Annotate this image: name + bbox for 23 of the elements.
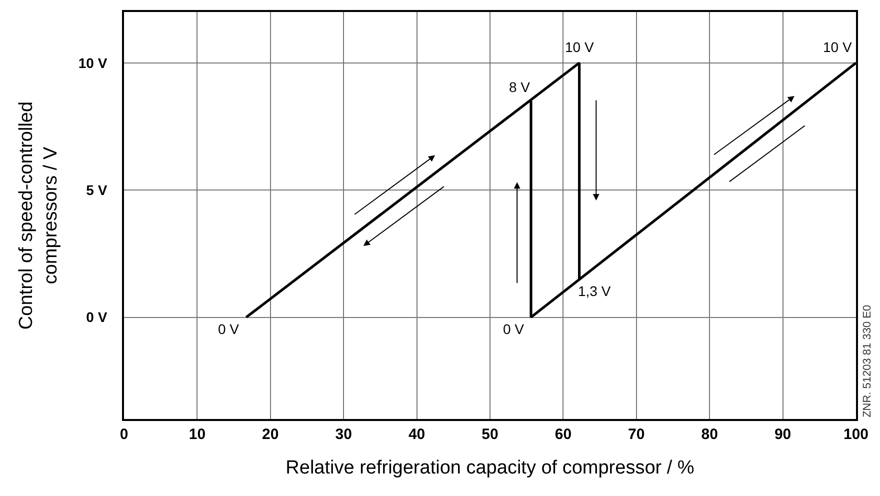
y-tick-label: 5 V bbox=[86, 182, 108, 198]
y-tick-label: 10 V bbox=[78, 54, 108, 71]
annotation: 8 V bbox=[509, 79, 531, 95]
x-tick-label: 10 bbox=[188, 426, 206, 443]
x-tick-label: 40 bbox=[408, 426, 426, 443]
x-tick-label: 50 bbox=[482, 426, 498, 443]
x-tick-label: 60 bbox=[554, 426, 572, 443]
x-tick-label: 20 bbox=[262, 426, 279, 443]
x-tick-label: 70 bbox=[628, 426, 645, 443]
y-axis-title: Control of speed-controlled compressors / V bbox=[16, 101, 62, 330]
x-tick-label: 90 bbox=[774, 426, 792, 443]
annotation: 1,3 V bbox=[578, 283, 612, 299]
text: ZNR. 51203 81 330 E0 bbox=[861, 304, 874, 418]
annotation: 10 V bbox=[565, 39, 594, 55]
x-tick-label: 0 bbox=[120, 426, 128, 443]
x-tick-label: 30 bbox=[335, 426, 352, 443]
annotation: 10 V bbox=[823, 39, 852, 55]
x-tick-label: 80 bbox=[701, 426, 718, 443]
x-tick-label: 100 bbox=[843, 426, 869, 443]
annotation: 0 V bbox=[218, 321, 240, 337]
annotation: 0 V bbox=[503, 321, 525, 337]
y-tick-label: 0 V bbox=[86, 309, 108, 326]
x-axis-title: Relative refrigeration capacity of compressor / % bbox=[286, 457, 694, 478]
